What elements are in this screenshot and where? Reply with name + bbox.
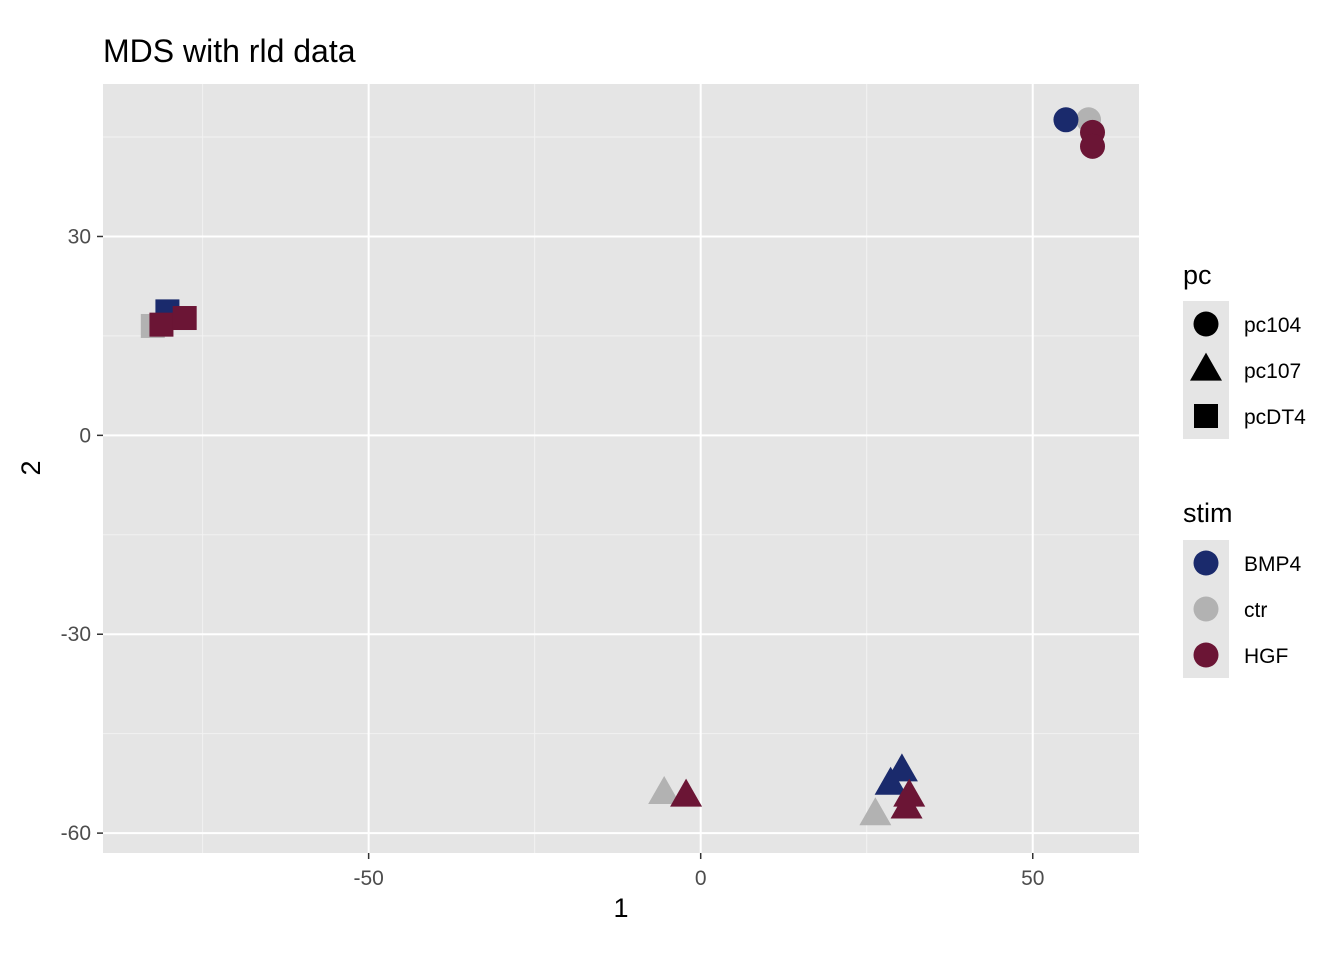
panel-background xyxy=(103,84,1139,853)
plot-panel xyxy=(103,84,1139,853)
legend-title-stim: stim xyxy=(1183,498,1233,528)
data-point xyxy=(670,778,703,807)
legend-label: HGF xyxy=(1244,645,1288,668)
data-point xyxy=(648,775,681,804)
data-point xyxy=(1080,133,1106,159)
y-axis-title: 2 xyxy=(16,460,46,475)
y-tick-label: 0 xyxy=(79,424,91,447)
legend-key-pcDT4 xyxy=(1194,404,1218,428)
y-tick-label: 30 xyxy=(68,225,91,248)
legend-label: pc107 xyxy=(1244,360,1301,383)
legend-key-HGF xyxy=(1193,642,1219,668)
x-tick-label: -50 xyxy=(353,867,383,890)
legend-key-pc107 xyxy=(1190,352,1222,381)
data-point xyxy=(885,753,918,782)
legend-key-pc104 xyxy=(1193,311,1219,337)
legend-key-BMP4 xyxy=(1193,550,1219,576)
legend-key-ctr xyxy=(1193,596,1219,622)
legend-title-pc: pc xyxy=(1183,260,1212,290)
data-point xyxy=(893,778,926,807)
x-axis: -50 0 50 xyxy=(353,853,1044,890)
x-tick-label: 50 xyxy=(1021,867,1044,890)
legend-label: pc104 xyxy=(1244,314,1302,337)
legend-label: BMP4 xyxy=(1244,553,1302,576)
data-point xyxy=(859,797,892,826)
data-point xyxy=(172,306,197,331)
legend-label: ctr xyxy=(1244,599,1267,622)
data-point xyxy=(890,790,923,819)
chart-title: MDS with rld data xyxy=(103,33,356,69)
data-point xyxy=(149,312,174,337)
data-point xyxy=(1053,107,1079,133)
data-points xyxy=(140,107,1106,826)
y-tick-label: -60 xyxy=(61,822,91,845)
legend-label: pcDT4 xyxy=(1244,406,1306,429)
x-tick-label: 0 xyxy=(695,867,707,890)
y-axis: -60 -30 0 30 xyxy=(61,225,103,845)
y-tick-label: -30 xyxy=(61,623,91,646)
x-axis-title: 1 xyxy=(613,893,628,923)
legend: pc pc104 pc107 pcDT4 stim BMP4 ctr HGF xyxy=(1183,260,1306,678)
